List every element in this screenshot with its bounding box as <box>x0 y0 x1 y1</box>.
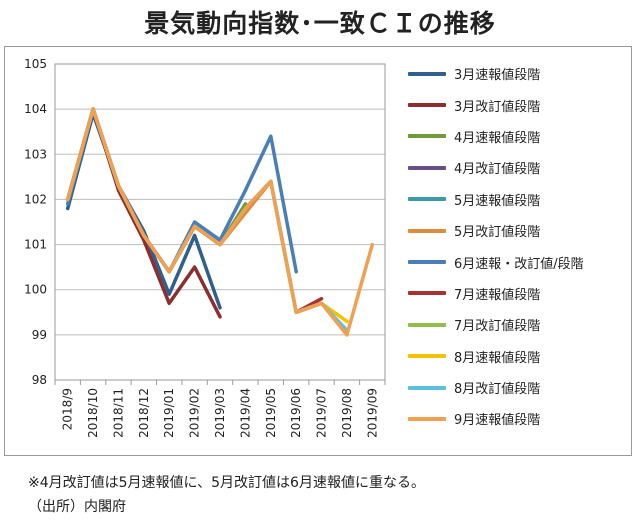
legend-swatch <box>408 103 446 108</box>
legend-label: 8月改訂値段階 <box>454 382 541 398</box>
x-tick-label: 2019/08 <box>340 388 354 438</box>
legend-item: 4月速報値段階 <box>408 121 628 152</box>
legend-item: 8月改訂値段階 <box>408 372 628 403</box>
legend-label: 4月改訂値段階 <box>454 162 541 178</box>
legend-swatch <box>408 228 446 233</box>
y-tick-label: 103 <box>24 147 47 161</box>
legend-swatch <box>408 71 446 76</box>
series-line <box>65 107 222 319</box>
legend-label: 7月改訂値段階 <box>454 319 541 335</box>
legend-item: 7月速報値段階 <box>408 278 628 309</box>
legend-item: 6月速報・改訂値/段階 <box>408 246 628 277</box>
legend-swatch <box>408 165 446 170</box>
legend-label: 7月速報値段階 <box>454 287 541 303</box>
x-tick-label: 2019/01 <box>162 388 176 438</box>
y-tick-label: 100 <box>24 283 47 297</box>
legend-swatch <box>408 291 446 296</box>
legend-item: 7月改訂値段階 <box>408 309 628 340</box>
x-tick-label: 2018/9 <box>61 388 75 430</box>
legend-label: 5月速報値段階 <box>454 193 541 209</box>
series-line <box>65 107 273 274</box>
x-tick-label: 2018/12 <box>137 388 151 438</box>
legend-swatch <box>408 134 446 139</box>
series-line <box>65 107 248 274</box>
chart-legend: 3月速報値段階 3月改訂値段階 4月速報値段階 4月改訂値段階 5月速報値段階 5月改訂値… <box>408 58 628 435</box>
legend-label: 3月改訂値段階 <box>454 99 541 115</box>
legend-item: 8月速報値段階 <box>408 341 628 372</box>
legend-item: 9月速報値段階 <box>408 403 628 434</box>
x-tick-label: 2019/04 <box>238 388 252 438</box>
series-line <box>65 107 248 274</box>
series-line <box>65 107 375 337</box>
legend-label: 6月速報・改訂値/段階 <box>454 256 584 272</box>
legend-swatch <box>408 354 446 359</box>
y-tick-label: 104 <box>24 102 47 116</box>
x-tick-label: 2019/06 <box>289 388 303 438</box>
y-tick-label: 99 <box>32 328 47 342</box>
legend-item: 4月改訂値段階 <box>408 152 628 183</box>
legend-item: 3月速報値段階 <box>408 58 628 89</box>
source-note: （出所）内閣府 <box>28 499 126 515</box>
footnote: ※4月改訂値は5月速報値に、5月改訂値は6月速報値に重なる。 <box>28 475 425 491</box>
legend-swatch <box>408 416 446 421</box>
legend-item: 5月速報値段階 <box>408 184 628 215</box>
x-tick-label: 2019/09 <box>365 388 379 438</box>
x-tick-label: 2018/11 <box>111 388 125 438</box>
y-tick-label: 105 <box>24 57 47 71</box>
x-tick-label: 2018/10 <box>86 388 100 438</box>
y-tick-label: 101 <box>24 238 47 252</box>
y-tick-label: 102 <box>24 192 47 206</box>
chart-frame <box>4 46 632 456</box>
legend-item: 5月改訂値段階 <box>408 215 628 246</box>
y-tick-label: 98 <box>32 373 47 387</box>
legend-item: 3月改訂値段階 <box>408 89 628 120</box>
legend-swatch <box>408 197 446 202</box>
x-tick-label: 2019/07 <box>315 388 329 438</box>
series-line <box>65 107 349 333</box>
legend-swatch <box>408 322 446 327</box>
legend-swatch <box>408 385 446 390</box>
legend-label: 3月速報値段階 <box>454 68 541 84</box>
series-line <box>65 107 273 274</box>
legend-label: 9月速報値段階 <box>454 413 541 429</box>
chart-title: 景気動向指数･一致ＣＩの推移 <box>144 9 496 38</box>
legend-label: 4月速報値段階 <box>454 130 541 146</box>
legend-label: 5月改訂値段階 <box>454 225 541 241</box>
x-tick-label: 2019/02 <box>188 388 202 438</box>
x-tick-label: 2019/03 <box>213 388 227 438</box>
plot-area <box>54 63 386 381</box>
legend-swatch <box>408 260 446 265</box>
legend-label: 8月速報値段階 <box>454 350 541 366</box>
series-line <box>65 111 222 310</box>
x-tick-label: 2019/05 <box>264 388 278 438</box>
